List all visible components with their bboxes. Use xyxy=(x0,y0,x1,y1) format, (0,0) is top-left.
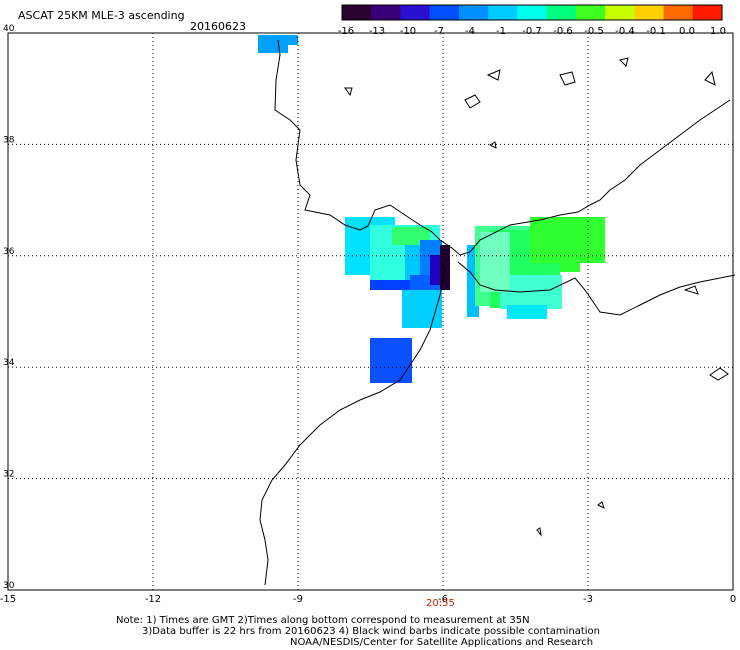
lon-tick-label: 0 xyxy=(730,594,736,605)
swath-cell xyxy=(440,245,450,290)
island xyxy=(486,69,501,81)
colorbar-label: -10 xyxy=(400,26,416,37)
swath-cell xyxy=(560,262,580,272)
colorbar-label: -7 xyxy=(434,26,444,37)
lon-tick-label: -12 xyxy=(145,594,161,605)
lat-tick-label: 30 xyxy=(3,581,15,591)
colorbar-cell xyxy=(692,5,723,20)
morocco-coast xyxy=(259,261,446,586)
colorbar-cell xyxy=(342,5,372,20)
lat-tick-label: 38 xyxy=(3,135,15,145)
lon-tick-label: -3 xyxy=(583,594,593,605)
colorbar-label: 0.0 xyxy=(679,26,695,37)
lat-tick-label: 34 xyxy=(3,358,15,368)
data-swath xyxy=(258,35,605,383)
swath-cell xyxy=(500,275,562,309)
colorbar-label: -0.4 xyxy=(615,26,635,37)
colorbar-cell xyxy=(546,5,577,20)
colorbar-label: -4 xyxy=(465,26,475,37)
swath-cell xyxy=(402,290,442,328)
colorbar-label: -0.5 xyxy=(584,26,604,37)
lon-tick-label: -15 xyxy=(0,594,16,605)
note-line-2: 3)Data buffer is 22 hrs from 20160623 4)… xyxy=(142,626,600,637)
island xyxy=(344,87,353,97)
island xyxy=(464,94,481,109)
colorbar-cells xyxy=(342,5,723,20)
swath-cell xyxy=(370,338,412,383)
swath-cell xyxy=(480,232,510,292)
swath-cell xyxy=(370,280,410,290)
colorbar-cell xyxy=(400,5,431,20)
lat-tick-label: 32 xyxy=(3,470,14,480)
lon-tick-label: -9 xyxy=(293,594,303,605)
note-line-1: Note: 1) Times are GMT 2)Times along bot… xyxy=(116,615,530,626)
island xyxy=(559,71,576,86)
axis-labels: -15 -12 -9 -6 -3 0 40 38 36 34 32 30 xyxy=(0,24,736,605)
colorbar-label: -13 xyxy=(369,26,385,37)
colorbar-label: -0.6 xyxy=(553,26,573,37)
swath-cell xyxy=(430,255,442,285)
colorbar-label: -1 xyxy=(496,26,506,37)
colorbar-cell xyxy=(488,5,518,20)
colorbar-label: -0.7 xyxy=(522,26,542,37)
lat-lon-grid xyxy=(8,33,733,590)
colorbar-label: -0.1 xyxy=(646,26,666,37)
product-date: 20160623 xyxy=(190,20,246,33)
colorbar-cell xyxy=(634,5,665,20)
lon-tick-label: -6 xyxy=(438,594,448,605)
colorbar-label: 1.0 xyxy=(710,26,726,37)
time-label: 20:55 xyxy=(426,598,455,609)
colorbar-cell xyxy=(605,5,635,20)
island xyxy=(704,70,716,86)
north-africa-coast xyxy=(457,261,736,316)
island xyxy=(536,527,542,537)
colorbar-frame xyxy=(341,4,723,21)
colorbar-cell xyxy=(663,5,694,20)
note-line-3: NOAA/NESDIS/Center for Satellite Applica… xyxy=(290,637,594,648)
colorbar-labels: -16 -13 -10 -7 -4 -1 -0.7 -0.6 -0.5 -0.4 -0.1 0.0 1.… xyxy=(338,26,726,37)
lat-tick-label: 40 xyxy=(3,24,15,34)
colorbar-cell xyxy=(429,5,460,20)
island xyxy=(709,367,729,381)
island xyxy=(619,57,629,67)
product-title: ASCAT 25KM MLE-3 ascending xyxy=(18,9,185,22)
swath-cell xyxy=(530,217,605,263)
colorbar-cell xyxy=(517,5,548,20)
map-frame xyxy=(7,32,734,591)
coastline xyxy=(259,39,736,586)
colorbar-cell xyxy=(371,5,401,20)
swath-cell xyxy=(258,43,288,53)
colorbar: -16 -13 -10 -7 -4 -1 -0.7 -0.6 -0.5 -0.4 -0.1 0.0 1.… xyxy=(338,4,726,37)
colorbar-cell xyxy=(458,5,489,20)
iberia-coast xyxy=(274,39,731,256)
colorbar-cell xyxy=(575,5,606,20)
island xyxy=(597,501,605,509)
lat-tick-label: 36 xyxy=(3,247,15,257)
island xyxy=(488,141,497,149)
island xyxy=(683,285,699,295)
colorbar-label: -16 xyxy=(338,26,354,37)
swath-cell xyxy=(507,305,547,319)
